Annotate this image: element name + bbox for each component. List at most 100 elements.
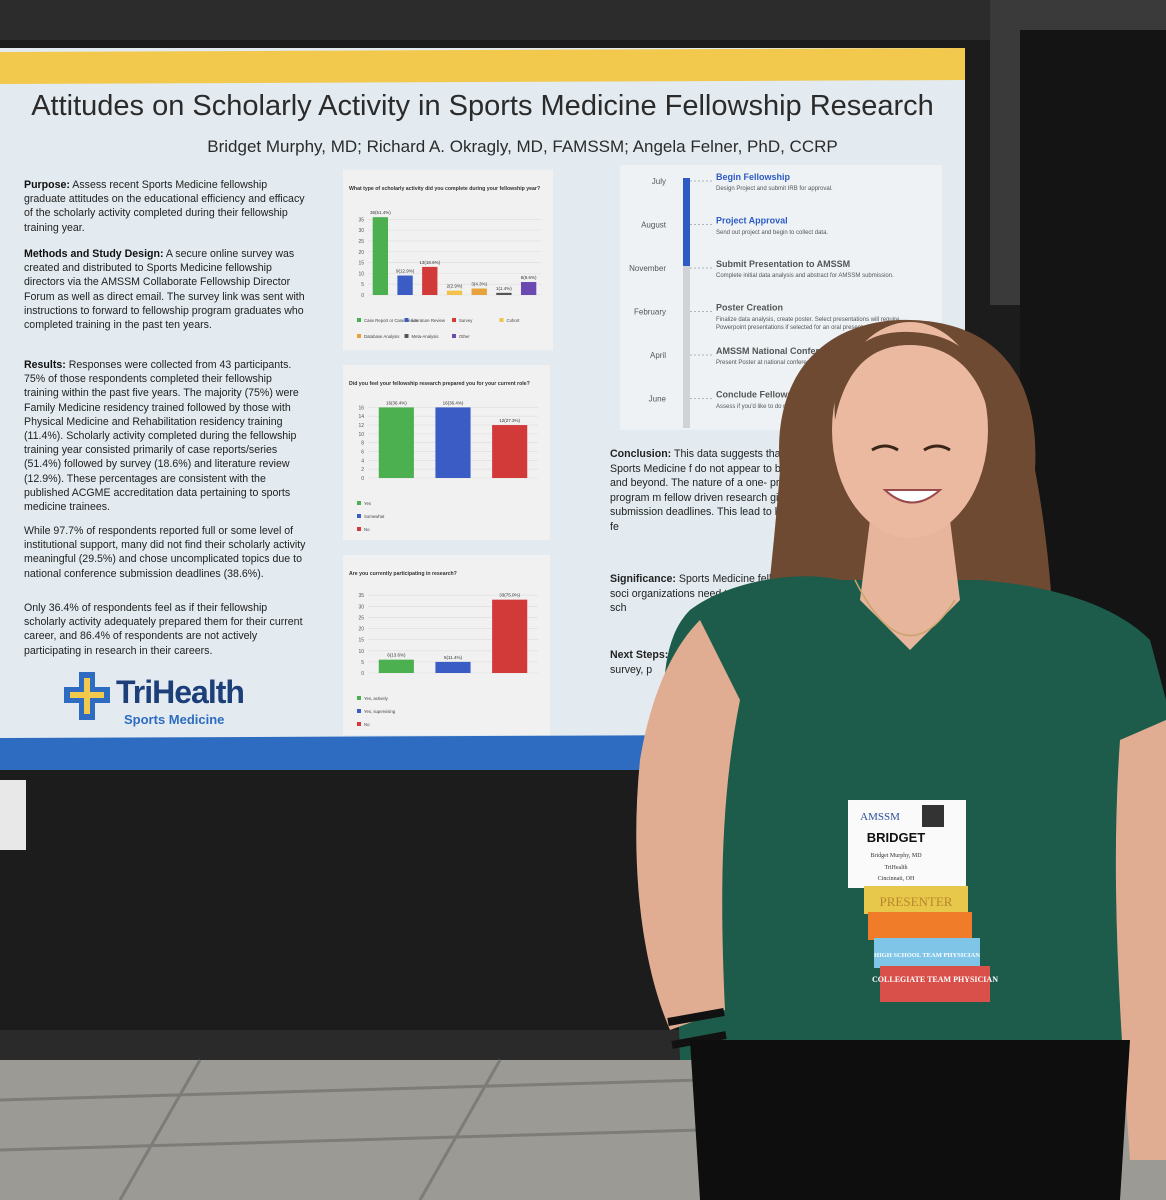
bar — [378, 659, 414, 673]
legend-label: Literature Review — [412, 318, 446, 323]
wall-top — [0, 0, 1166, 40]
legend-swatch — [357, 709, 361, 713]
ribbon — [880, 966, 990, 1002]
badge-affiliation: TriHealth — [884, 865, 907, 871]
y-tick-label: 6 — [361, 450, 364, 456]
legend-label: Cohort — [507, 318, 521, 323]
value-label: 9(12.9%) — [396, 269, 415, 274]
timeline-text: Finalize data analysis, create poster. S… — [716, 316, 900, 331]
logo-icon — [64, 672, 110, 720]
timeline-text: Assess if you'd like to do research in t… — [716, 403, 823, 410]
label: Next Steps: — [610, 649, 669, 661]
timeline-text: Present Poster at national conference. — [716, 360, 819, 366]
y-tick-label: 0 — [361, 671, 364, 677]
bar — [378, 407, 414, 478]
bar — [372, 217, 389, 295]
paper-scrap — [0, 780, 26, 850]
methods: Methods and Study Design: A secure onlin… — [24, 247, 306, 332]
ribbon — [864, 886, 968, 914]
text: Assess recent Sports Medicine fellowship… — [24, 179, 305, 234]
y-tick-label: 10 — [358, 271, 364, 277]
poster-authors: Bridget Murphy, MD; Richard A. Okragly, … — [207, 137, 838, 156]
y-tick-label: 10 — [358, 649, 364, 655]
legend-label: Yes, actively — [364, 696, 389, 701]
y-tick-label: 0 — [361, 293, 364, 299]
legend-swatch — [357, 722, 361, 726]
value-label: 3(4.3%) — [471, 282, 487, 287]
y-tick-label: 15 — [358, 638, 364, 644]
value-label: 5(11.4%) — [444, 655, 462, 660]
chart: Did you feel your fellowship research pr… — [343, 365, 550, 540]
value-label: 33(75.0%) — [499, 593, 520, 598]
value-label: 2(2.9%) — [447, 284, 463, 289]
legend-swatch — [452, 318, 456, 322]
badge-org: AMSSM — [860, 811, 900, 823]
timeline-text: Send out project and begin to collect da… — [716, 229, 829, 236]
neck — [860, 520, 960, 650]
value-label: 16(36.4%) — [443, 400, 464, 405]
y-tick-label: 35 — [358, 593, 364, 599]
legend-swatch — [404, 334, 409, 338]
label: Methods and Study Design: — [24, 248, 164, 260]
value-label: 6(8.6%) — [521, 275, 537, 280]
results: Results: Responses were collected from 4… — [24, 358, 306, 514]
qr-code — [922, 805, 944, 827]
bar — [435, 661, 471, 673]
badge-name: BRIDGET — [867, 830, 926, 845]
y-tick-label: 14 — [358, 414, 364, 420]
y-tick-label: 12 — [358, 423, 364, 429]
bar — [397, 275, 413, 295]
legend-label: Yes, supervising — [364, 709, 396, 714]
value-label: 13(18.6%) — [419, 260, 440, 265]
y-tick-label: 30 — [358, 228, 364, 234]
legend-label: Yes — [364, 501, 371, 506]
badge-full-name: Bridget Murphy, MD — [870, 853, 922, 859]
legend-label: Somewhat — [364, 514, 385, 519]
y-tick-label: 25 — [358, 615, 364, 621]
purpose: Purpose: Assess recent Sports Medicine f… — [24, 178, 306, 235]
legend-swatch — [357, 501, 361, 505]
chart-title: What type of scholarly activity did you … — [349, 186, 540, 192]
face — [832, 322, 988, 538]
hair-front — [834, 331, 990, 420]
logo-text: TriHealth — [116, 674, 245, 710]
legend-swatch — [357, 696, 361, 700]
paragraph: While 97.7% of respondents reported full… — [24, 525, 306, 580]
y-tick-label: 16 — [358, 405, 364, 411]
badge-city: Cincinnati, OH — [878, 876, 915, 882]
legend-swatch — [357, 527, 361, 531]
ribbon-text: COLLEGIATE TEAM PHYSICIAN — [872, 975, 998, 984]
ribbon — [868, 912, 972, 940]
legend-swatch — [357, 318, 361, 322]
bar — [446, 290, 463, 295]
label: Significance: — [610, 573, 676, 585]
poster-stripe-top — [0, 48, 965, 84]
bar — [496, 292, 512, 295]
y-tick-label: 15 — [358, 261, 364, 267]
bar — [422, 266, 438, 295]
legend-swatch — [357, 334, 361, 338]
legend-label: Survey — [459, 318, 473, 323]
poster-title: Attitudes on Scholarly Activity in Sport… — [31, 90, 934, 122]
text: A secure online survey was created and d… — [24, 248, 305, 332]
value-label: 16(36.4%) — [386, 400, 407, 405]
ribbon-text: PRESENTER — [880, 894, 953, 909]
value-label: 12(27.3%) — [499, 418, 520, 423]
ribbon-text: HIGH SCHOOL TEAM PHYSICIAN — [874, 952, 980, 959]
y-tick-label: 5 — [361, 660, 364, 666]
y-tick-label: 5 — [361, 282, 364, 288]
badge-text: AMSSM BRIDGET Bridget Murphy, MD TriHeal… — [860, 811, 998, 984]
pants — [690, 1040, 1130, 1200]
legend-label: Other — [459, 334, 470, 339]
eyes — [871, 444, 951, 452]
legend-swatch — [404, 318, 409, 322]
chart: Are you currently participating in resea… — [343, 555, 550, 735]
bar — [471, 288, 487, 295]
timeline-text: Complete initial data analysis and abstr… — [716, 273, 894, 279]
necklace — [854, 579, 956, 637]
legend-label: No — [364, 722, 370, 727]
paragraph: Only 36.4% of respondents feel as if the… — [24, 602, 303, 657]
y-tick-label: 25 — [358, 239, 364, 245]
y-tick-label: 30 — [358, 604, 364, 610]
